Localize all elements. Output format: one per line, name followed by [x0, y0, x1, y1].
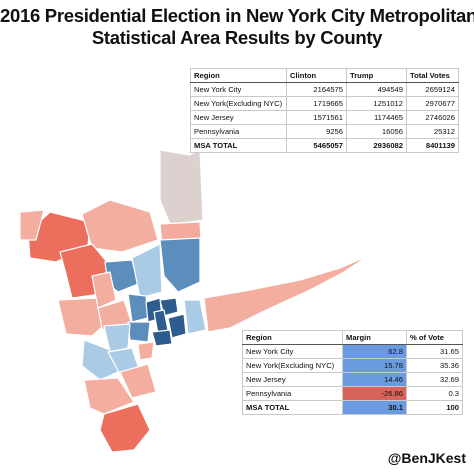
- results-header-row: Region Clinton Trump Total Votes: [190, 68, 459, 83]
- county-dutchess: [159, 149, 204, 225]
- county-brooklyn: [151, 329, 173, 347]
- pct-cell: 100: [406, 400, 463, 415]
- total-cell: 25312: [406, 124, 459, 139]
- region-cell: Pennsylvania: [242, 386, 343, 401]
- region-cell: MSA TOTAL: [242, 400, 343, 415]
- table-row-total: MSA TOTAL 5465057 2936082 8401139: [190, 138, 459, 153]
- table-row: New York(Excluding NYC) 1719665 1251012 …: [190, 96, 459, 111]
- region-cell: New Jersey: [190, 110, 287, 125]
- county-ocean: [83, 377, 135, 415]
- margin-header-row: Region Margin % of Vote: [242, 330, 463, 345]
- region-cell: New York City: [242, 344, 343, 359]
- pct-cell: 35.36: [406, 358, 463, 373]
- margin-header-region: Region: [242, 330, 343, 345]
- margin-table: Region Margin % of Vote New York City 62…: [242, 330, 463, 415]
- county-westchester: [159, 237, 201, 293]
- county-staten-island: [137, 341, 155, 361]
- county-essex: [127, 293, 149, 323]
- trump-cell: 1174465: [346, 110, 407, 125]
- total-cell: 8401139: [406, 138, 459, 153]
- clinton-cell: 1719665: [286, 96, 347, 111]
- trump-cell: 1251012: [346, 96, 407, 111]
- margin-header-margin: Margin: [342, 330, 407, 345]
- region-cell: Pennsylvania: [190, 124, 287, 139]
- title-line-1: 2016 Presidential Election in New York C…: [0, 5, 474, 26]
- pct-cell: 32.69: [406, 372, 463, 387]
- table-row: Pennsylvania -26.86 0.3: [242, 386, 463, 401]
- results-header-trump: Trump: [346, 68, 407, 83]
- region-cell: New York(Excluding NYC): [190, 96, 287, 111]
- margin-header-pct: % of Vote: [406, 330, 463, 345]
- margin-cell: 30.1: [342, 400, 407, 415]
- table-row: New Jersey 1571561 1174465 2746026: [190, 110, 459, 125]
- total-cell: 2970677: [406, 96, 459, 111]
- table-row: New York City 62.8 31.65: [242, 344, 463, 359]
- county-suffolk: [203, 255, 369, 333]
- margin-cell: 15.78: [342, 358, 407, 373]
- clinton-cell: 1571561: [286, 110, 347, 125]
- pct-cell: 0.3: [406, 386, 463, 401]
- author-credit: @BenJKest: [387, 450, 466, 466]
- clinton-cell: 5465057: [286, 138, 347, 153]
- county-monmouth: [119, 363, 157, 399]
- table-row: Pennsylvania 9256 16056 25312: [190, 124, 459, 139]
- margin-cell: 62.8: [342, 344, 407, 359]
- margin-cell: 14.46: [342, 372, 407, 387]
- margin-cell: -26.86: [342, 386, 407, 401]
- page-title: 2016 Presidential Election in New York C…: [0, 5, 474, 49]
- trump-cell: 494549: [346, 82, 407, 97]
- results-header-region: Region: [190, 68, 287, 83]
- trump-cell: 16056: [346, 124, 407, 139]
- table-row: New Jersey 14.46 32.69: [242, 372, 463, 387]
- trump-cell: 2936082: [346, 138, 407, 153]
- county-middlesex: [81, 339, 123, 381]
- results-header-total: Total Votes: [406, 68, 459, 83]
- county-burlington: [99, 403, 151, 453]
- county-somerset: [103, 323, 131, 353]
- region-cell: New York City: [190, 82, 287, 97]
- pct-cell: 31.65: [406, 344, 463, 359]
- county-pike: [19, 209, 45, 241]
- total-cell: 2659124: [406, 82, 459, 97]
- county-passaic: [91, 271, 117, 309]
- table-row-total: MSA TOTAL 30.1 100: [242, 400, 463, 415]
- county-nassau: [183, 299, 207, 335]
- total-cell: 2746026: [406, 110, 459, 125]
- results-header-clinton: Clinton: [286, 68, 347, 83]
- clinton-cell: 2164575: [286, 82, 347, 97]
- results-table: Region Clinton Trump Total Votes New Yor…: [190, 68, 459, 153]
- county-union: [127, 321, 151, 343]
- region-cell: New York(Excluding NYC): [242, 358, 343, 373]
- region-cell: New Jersey: [242, 372, 343, 387]
- county-orange: [81, 199, 159, 253]
- county-hunterdon: [57, 297, 111, 337]
- county-bergen: [131, 243, 163, 299]
- table-row: New York City 2164575 494549 2659124: [190, 82, 459, 97]
- table-row: New York(Excluding NYC) 15.78 35.36: [242, 358, 463, 373]
- region-cell: MSA TOTAL: [190, 138, 287, 153]
- title-line-2: Statistical Area Results by County: [91, 27, 383, 48]
- clinton-cell: 9256: [286, 124, 347, 139]
